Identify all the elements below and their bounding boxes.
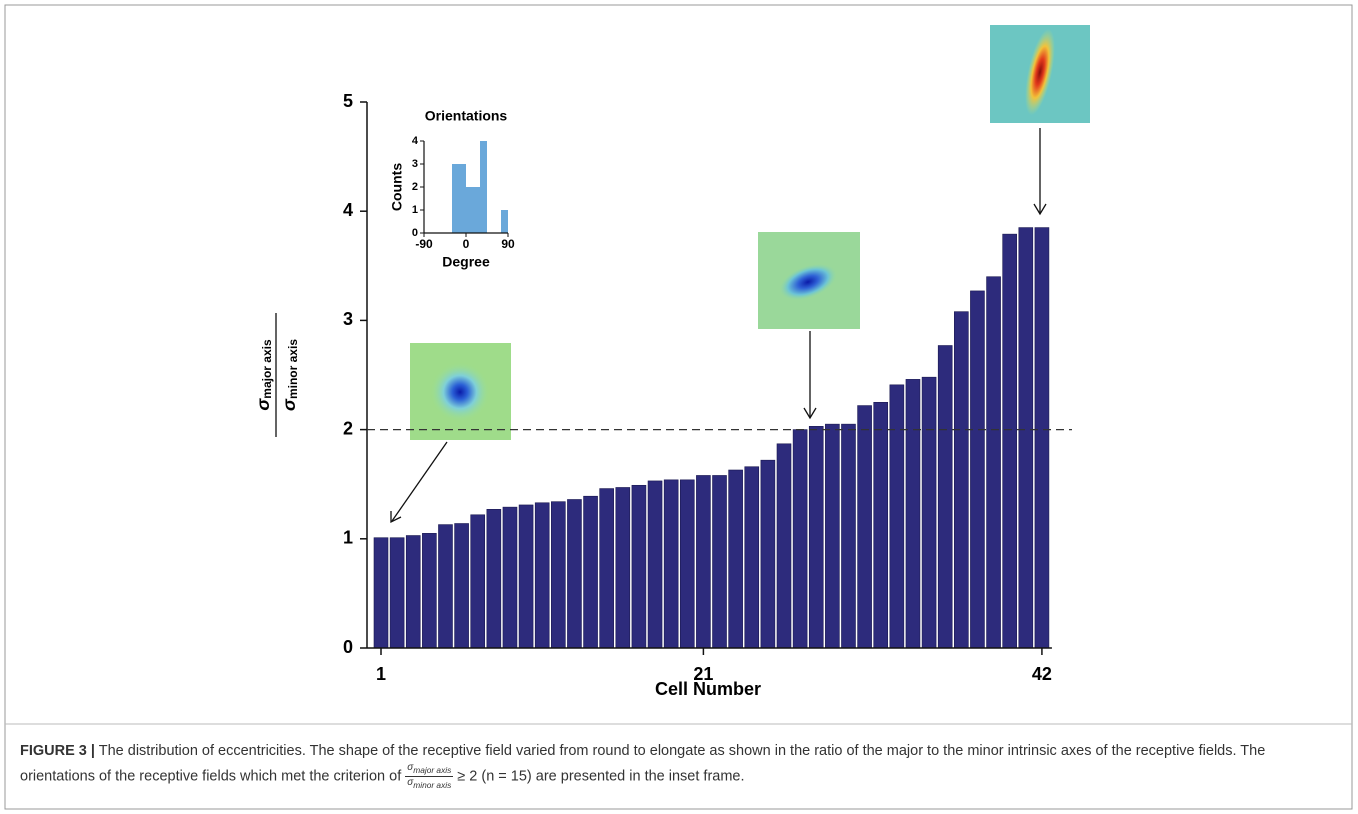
bar	[374, 538, 388, 648]
x-tick-label: 21	[693, 664, 713, 684]
bar	[858, 406, 872, 648]
histogram-bar	[480, 141, 487, 233]
bar	[906, 379, 920, 648]
bar	[503, 507, 517, 648]
bar	[519, 505, 533, 648]
bar	[777, 444, 791, 648]
bar	[616, 487, 630, 648]
inset-x-label: Degree	[442, 254, 490, 270]
y-tick-label: 3	[412, 158, 418, 170]
histogram-bar	[466, 187, 473, 233]
figure: Cell Number σmajor axis σminor axis Orie…	[0, 0, 1358, 814]
bar	[390, 538, 404, 648]
bar	[761, 460, 775, 648]
histogram-bar	[452, 164, 459, 233]
histogram-bar	[459, 164, 466, 233]
caption-label: FIGURE 3 |	[20, 743, 95, 759]
y-tick-label: 2	[412, 181, 418, 193]
bar	[922, 377, 936, 648]
y-tick-label: 2	[343, 418, 353, 438]
x-tick-label: 42	[1032, 664, 1052, 684]
bar	[471, 515, 485, 648]
subscript: minor axis	[286, 339, 300, 399]
bar	[535, 503, 549, 648]
bar	[680, 480, 694, 648]
x-tick-label: 1	[376, 664, 386, 684]
bar	[841, 424, 855, 648]
rf-image	[758, 232, 860, 329]
y-axis-label: σmajor axis σminor axis	[253, 313, 300, 437]
bar	[696, 475, 710, 648]
rf-image	[990, 25, 1090, 123]
fraction-numerator: σmajor axis	[405, 762, 453, 777]
bar	[664, 480, 678, 648]
subscript: major axis	[413, 765, 451, 775]
bar	[1035, 228, 1049, 648]
subscript: minor axis	[413, 780, 451, 790]
y-tick-label: 1	[343, 528, 353, 548]
histogram-bar	[473, 187, 480, 233]
x-tick-label: -90	[415, 237, 433, 251]
bar	[954, 312, 968, 648]
bar	[1003, 234, 1017, 648]
bar	[406, 536, 420, 648]
y-tick-label: 4	[412, 135, 419, 147]
bar	[648, 481, 662, 648]
caption-text: ≥ 2 (n = 15) are presented in the inset …	[457, 768, 744, 784]
bar	[455, 524, 469, 648]
x-tick-label: 90	[501, 237, 515, 251]
bar	[825, 424, 839, 648]
bar	[600, 489, 614, 648]
y-tick-label: 4	[343, 200, 353, 220]
bar	[567, 499, 581, 648]
bar	[890, 385, 904, 648]
y-tick-label: 3	[343, 309, 353, 329]
bar	[551, 502, 565, 648]
x-tick-label: 0	[463, 237, 470, 251]
bar	[938, 346, 952, 648]
caption: FIGURE 3 | The distribution of eccentric…	[20, 740, 1340, 791]
y-label-numerator: σmajor axis	[253, 339, 274, 411]
bar	[584, 496, 598, 648]
rf-image	[410, 343, 511, 440]
y-tick-label: 5	[343, 91, 353, 111]
chart: Cell Number σmajor axis σminor axis Orie…	[0, 0, 1358, 814]
bar	[745, 467, 759, 648]
bar	[1019, 228, 1033, 648]
caption-fraction: σmajor axis σminor axis	[405, 762, 453, 791]
bar	[970, 291, 984, 648]
inset-y-label: Counts	[389, 163, 405, 211]
subscript: major axis	[260, 339, 274, 399]
bar	[422, 533, 436, 648]
bar	[793, 430, 807, 648]
fraction-denominator: σminor axis	[405, 777, 453, 791]
bar	[487, 509, 501, 648]
bar	[632, 485, 646, 648]
bar	[729, 470, 743, 648]
histogram-bar	[501, 210, 508, 233]
bar	[809, 426, 823, 648]
y-label-denominator: σminor axis	[279, 339, 300, 411]
bar	[438, 525, 452, 648]
y-tick-label: 1	[412, 204, 418, 216]
y-tick-label: 0	[343, 637, 353, 657]
bar	[987, 277, 1001, 648]
bar	[874, 402, 888, 648]
inset-title: Orientations	[425, 108, 508, 124]
bar	[713, 475, 727, 648]
